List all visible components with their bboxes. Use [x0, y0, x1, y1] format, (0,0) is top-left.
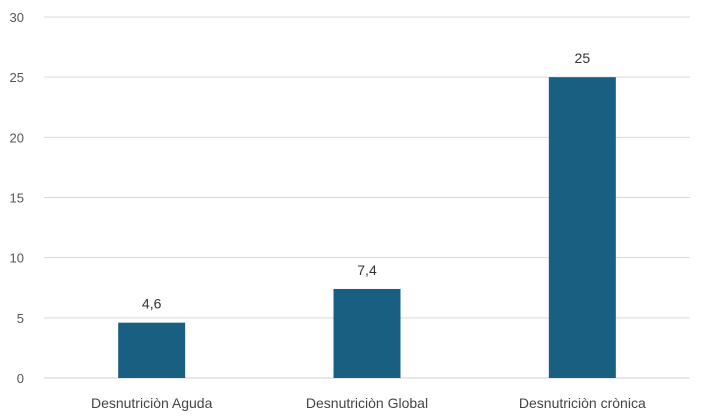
- x-category-label-2: Desnutriciòn Global: [306, 395, 428, 411]
- x-category-label-3: Desnutriciòn crònica: [519, 395, 646, 411]
- y-tick-label: 10: [10, 251, 24, 266]
- bar-3: [548, 77, 616, 379]
- bar-1: [118, 322, 186, 378]
- y-tick-label: 15: [10, 191, 24, 206]
- y-tick-label: 0: [17, 371, 24, 386]
- x-axis-categories: Desnutriciòn Aguda Desnutriciòn Global Des…: [91, 395, 646, 411]
- data-label-1: 4,6: [142, 296, 162, 312]
- x-category-label-1: Desnutriciòn Aguda: [91, 395, 213, 411]
- y-tick-label: 25: [10, 70, 24, 85]
- y-tick-label: 30: [10, 10, 24, 25]
- data-labels: 4,6 7,4 25: [142, 50, 590, 311]
- bars: [118, 77, 616, 379]
- y-axis-ticks: 0 5 10 15 20 25 30: [10, 10, 24, 386]
- bar-2: [333, 288, 401, 378]
- y-tick-label: 20: [10, 130, 24, 145]
- data-label-3: 25: [575, 50, 591, 66]
- y-tick-label: 5: [17, 311, 24, 326]
- data-label-2: 7,4: [357, 262, 377, 278]
